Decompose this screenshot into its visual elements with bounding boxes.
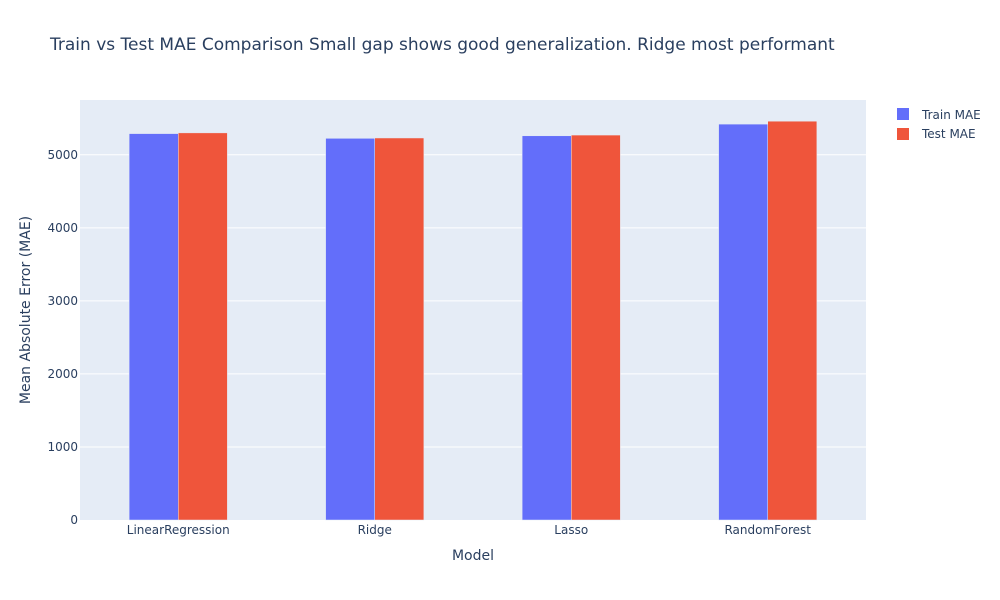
bar-test-randomforest[interactable]: [767, 120, 818, 521]
y-tick-label: 4000: [47, 221, 78, 235]
bar-test-ridge[interactable]: [374, 137, 425, 521]
y-tick-label: 2000: [47, 367, 78, 381]
bar-train-linearregression[interactable]: [128, 133, 179, 521]
legend-label-train: Train MAE: [921, 108, 981, 122]
y-axis-title: Mean Absolute Error (MAE): [18, 216, 34, 404]
legend-label-test: Test MAE: [921, 127, 976, 141]
legend-swatch-test: [897, 128, 909, 140]
chart-title: Train vs Test MAE Comparison Small gap s…: [49, 35, 835, 55]
y-tick-label: 3000: [47, 294, 78, 308]
bar-test-lasso[interactable]: [571, 134, 621, 521]
x-axis-title: Model: [452, 548, 494, 564]
bars: [128, 120, 818, 521]
legend-item-train[interactable]: Train MAE: [897, 108, 981, 122]
legend-swatch-train: [897, 108, 909, 120]
bar-train-randomforest[interactable]: [718, 123, 768, 521]
y-tick-label: 5000: [47, 148, 78, 162]
legend-item-test[interactable]: Test MAE: [897, 127, 976, 141]
y-tick-label: 0: [70, 513, 78, 527]
y-tick-label: 1000: [47, 440, 78, 454]
x-tick-label: RandomForest: [724, 523, 811, 537]
legend[interactable]: Train MAE Test MAE: [897, 108, 981, 141]
x-tick-labels: LinearRegression Ridge Lasso RandomForest: [127, 523, 812, 537]
x-tick-label: Lasso: [554, 523, 588, 537]
bar-train-lasso[interactable]: [521, 135, 572, 521]
y-tick-labels: 0 1000 2000 3000 4000 5000: [47, 148, 78, 527]
bar-test-linearregression[interactable]: [178, 132, 228, 521]
x-tick-label: LinearRegression: [127, 523, 230, 537]
x-tick-label: Ridge: [358, 523, 392, 537]
bar-train-ridge[interactable]: [325, 138, 375, 521]
